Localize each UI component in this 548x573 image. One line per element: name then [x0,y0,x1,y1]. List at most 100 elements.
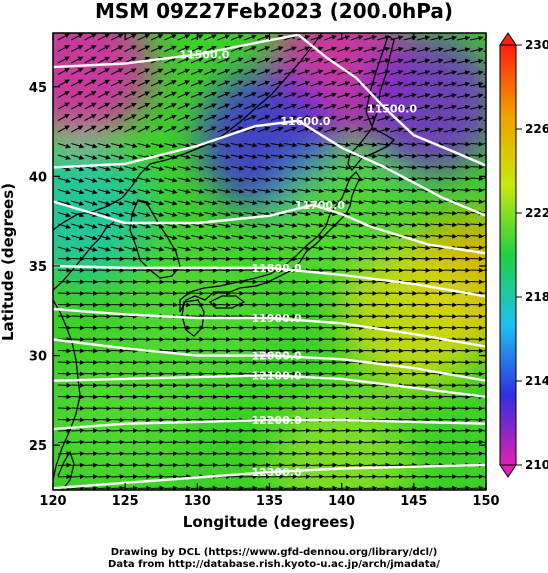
wind-arrow [363,104,377,110]
wind-arrow [111,267,125,273]
wind-arrow [270,279,285,285]
wind-arrow [456,104,471,110]
wind-arrow [456,222,471,228]
sakhalin-coastline [365,34,395,128]
wind-arrow [403,245,418,251]
wind-arrow [111,143,125,149]
wind-arrow [416,81,431,87]
wind-arrow [350,485,365,490]
wind-arrow [377,474,391,480]
wind-arrow [151,359,165,365]
wind-arrow [270,126,284,133]
wind-arrow [456,394,471,400]
wind-arrow [337,176,351,182]
wind-arrow [310,92,324,98]
wind-arrow [323,485,338,490]
wind-arrow [204,234,218,240]
wind-arrow [124,336,138,342]
wind-arrow [443,485,458,490]
wind-arrow [403,290,418,296]
wind-arrow [470,325,484,331]
wind-arrow [124,68,137,75]
wind-arrow [283,115,297,121]
wind-arrow [97,302,112,308]
wind-arrow [177,428,192,434]
wind-arrow [230,439,245,445]
wind-arrow [417,313,431,319]
wind-arrow [110,45,124,52]
wind-arrow [57,125,70,133]
wind-arrow [150,143,165,149]
wind-arrow [110,68,124,75]
wind-arrow [310,115,324,121]
wind-arrow [310,256,325,262]
wind-arrow [204,417,218,423]
wind-arrow [177,80,191,87]
wind-arrow [350,290,365,296]
wind-arrow [97,394,112,400]
wind-arrow [270,188,285,194]
wind-arrow [337,302,351,308]
wind-arrow [124,451,138,457]
wind-arrow [124,91,137,98]
wind-arrow [244,200,258,206]
wind-arrow [244,46,257,52]
wind-arrow [323,188,338,194]
wind-arrow [456,176,471,182]
wind-arrow [151,336,165,342]
wind-arrow [430,176,444,182]
wind-arrow [377,485,391,490]
wind-arrow [350,234,364,240]
wind-arrow [204,394,218,400]
wind-arrow [111,439,125,445]
wind-arrow [377,245,391,251]
wind-arrow [270,57,284,64]
wind-arrow [456,210,471,216]
wind-arrow [377,302,391,308]
wind-arrow [323,405,338,411]
wind-arrow [57,246,71,252]
wind-arrow [323,336,338,342]
wind-arrow [270,200,285,205]
wind-arrow [230,92,244,98]
wind-arrow [257,267,271,273]
wind-arrow [310,302,325,308]
wind-arrow [217,439,232,445]
wind-arrow [244,439,258,445]
wind-arrow [257,371,271,377]
wind-arrow [177,200,191,206]
wind-arrow [377,371,391,377]
wind-arrow [97,325,112,331]
wind-arrow [257,92,271,98]
wind-arrow [84,325,99,331]
wind-arrow [430,428,444,434]
wind-arrow [337,115,351,121]
wind-arrow [164,290,178,296]
bohai-coastline [53,221,115,291]
wind-arrow [310,234,324,240]
wind-arrow [71,394,85,400]
wind-arrow [111,462,125,468]
wind-arrow [57,143,71,149]
wind-arrow [323,439,338,445]
wind-arrow [390,58,404,64]
wind-arrow [270,451,285,457]
wind-arrow [323,176,338,182]
wind-arrow [97,451,112,457]
wind-arrow [377,417,391,423]
wind-arrow [257,103,271,110]
wind-arrow [443,81,457,87]
wind-arrow [323,279,338,285]
y-tick-label: 25 [29,439,47,454]
wind-arrow [323,35,337,41]
wind-arrow [71,485,85,490]
wind-arrow [204,34,217,41]
wind-arrow [124,33,137,41]
wind-arrow [456,256,471,262]
wind-arrow [310,382,325,388]
wind-arrow [71,177,85,183]
wind-arrow [284,474,298,480]
wind-arrow [217,336,232,342]
wind-arrow [151,382,165,388]
wind-arrow [350,348,365,354]
